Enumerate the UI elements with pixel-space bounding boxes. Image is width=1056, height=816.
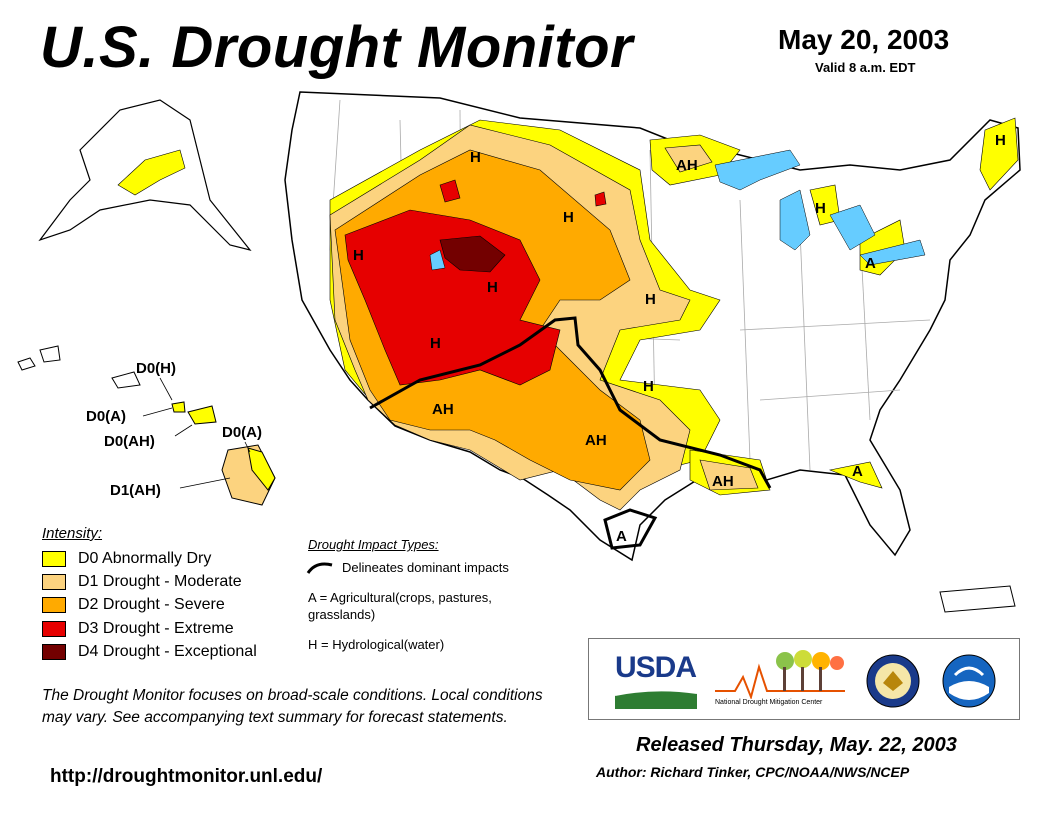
impact-line-west xyxy=(369,316,772,489)
legend-title: Intensity: xyxy=(42,525,103,542)
impact-types-title: Drought Impact Types: xyxy=(308,537,439,552)
great-lakes xyxy=(714,149,926,266)
d1-mn-inner xyxy=(664,144,713,173)
sponsor-logos: USDA National Drought Mitigation Center xyxy=(588,638,1020,720)
legend-item-d1: D1 Drought - Moderate xyxy=(42,573,242,591)
legend-swatch xyxy=(42,551,66,567)
impact-line-label: Delineates dominant impacts xyxy=(342,559,509,575)
author-credit: Author: Richard Tinker, CPC/NOAA/NWS/NCE… xyxy=(596,764,910,780)
hawaii-label: D0(AH) xyxy=(104,433,155,450)
legend-item-d4: D4 Drought - Exceptional xyxy=(42,643,257,661)
legend-label: D1 Drought - Moderate xyxy=(78,573,242,590)
map-title: U.S. Drought Monitor xyxy=(40,15,634,80)
map-label: A xyxy=(616,528,627,545)
impact-line-icon xyxy=(306,562,333,574)
alaska-d0 xyxy=(117,149,186,196)
map-label: H xyxy=(563,209,574,226)
puerto-rico-outline xyxy=(939,585,1016,613)
ndmc-logo-text: National Drought Mitigation Center xyxy=(715,699,823,706)
map-label: H xyxy=(430,335,441,352)
d1-maine xyxy=(979,117,1019,191)
legend-label: D2 Drought - Severe xyxy=(78,596,225,613)
commerce-seal-icon xyxy=(866,654,920,708)
d3-west xyxy=(344,209,561,386)
map-label: AH xyxy=(676,157,698,174)
map-label: A xyxy=(852,463,863,480)
map-label: AH xyxy=(432,401,454,418)
hawaii-islands xyxy=(17,345,276,506)
d0-florida xyxy=(828,461,883,489)
hawaii-label: D0(A) xyxy=(222,424,262,441)
valid-time: Valid 8 a.m. EDT xyxy=(815,60,916,75)
map-label: H xyxy=(645,291,656,308)
map-label: H xyxy=(995,132,1006,149)
disclaimer-note: The Drought Monitor focuses on broad-sca… xyxy=(42,687,543,726)
map-label: AH xyxy=(585,432,607,449)
hawaii-label: D1(AH) xyxy=(110,482,161,499)
noaa-logo-icon xyxy=(942,654,996,708)
legend-swatch xyxy=(42,597,66,613)
d3-nd xyxy=(594,191,607,207)
map-label: H xyxy=(487,279,498,296)
impact-line-texas xyxy=(603,508,658,550)
great-salt-lake xyxy=(429,249,446,271)
usda-logo: USDA xyxy=(615,651,697,684)
legend-label: D3 Drought - Extreme xyxy=(78,620,234,637)
d4-west xyxy=(439,235,506,273)
map-label: AH xyxy=(712,473,734,490)
map-label: H xyxy=(815,200,826,217)
legend-item-d3: D3 Drought - Extreme xyxy=(42,620,234,638)
website-url[interactable]: http://droughtmonitor.unl.edu/ xyxy=(50,766,323,787)
legend-label: D4 Drought - Exceptional xyxy=(78,643,257,660)
ndmc-logo-icon xyxy=(715,650,845,699)
map-label: H xyxy=(643,378,654,395)
hawaii-label: D0(H) xyxy=(136,360,176,377)
map-label: H xyxy=(353,247,364,264)
legend-swatch xyxy=(42,644,66,660)
usda-swoosh-icon xyxy=(615,689,697,709)
map-date: May 20, 2003 xyxy=(778,24,950,55)
d3-idaho xyxy=(439,179,461,203)
map-label: A xyxy=(865,255,876,272)
legend-label: D0 Abnormally Dry xyxy=(78,550,212,567)
legend-swatch xyxy=(42,574,66,590)
impact-hydrological: H = Hydrological(water) xyxy=(308,637,445,652)
hawaii-leaders xyxy=(142,377,251,489)
hawaii-label: D0(A) xyxy=(86,408,126,425)
release-date: Released Thursday, May. 22, 2003 xyxy=(636,734,957,756)
impact-line-legend: Delineates dominant impacts xyxy=(306,559,509,575)
legend-item-d2: D2 Drought - Severe xyxy=(42,596,225,614)
impact-agricultural: A = Agricultural(crops, pastures, grassl… xyxy=(308,590,492,622)
d1-gulf xyxy=(699,459,759,491)
legend-item-d0: D0 Abnormally Dry xyxy=(42,550,211,568)
map-label: H xyxy=(470,149,481,166)
legend-swatch xyxy=(42,621,66,637)
